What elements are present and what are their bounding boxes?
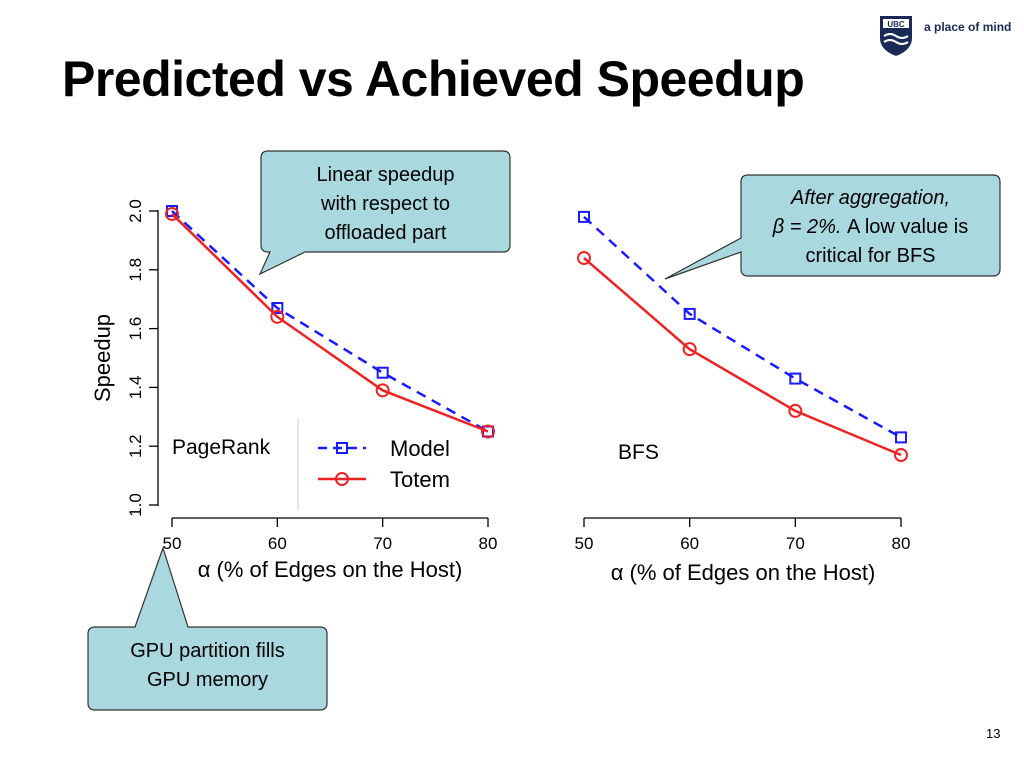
legend-model-label: Model: [390, 436, 450, 461]
callout-linear: Linear speedup with respect to offloaded…: [261, 161, 510, 248]
bfs-x-tick-label: 60: [680, 534, 699, 553]
bfs-model-point: [578, 210, 590, 223]
bfs-model-point: [895, 431, 907, 444]
legend-totem-marker: [335, 472, 349, 486]
callout-linear-line: offloaded part: [324, 222, 447, 244]
bfs-totem-point: [894, 448, 908, 463]
callout-linear-shape: [258, 150, 511, 276]
callout-aggregation-line: β = 2%. A low value is: [741, 213, 1000, 242]
beta-value: β = 2%.: [772, 216, 842, 238]
callout-gpu-shape: [87, 546, 328, 711]
ubc-crest-icon: UBC: [880, 16, 912, 56]
pagerank-x-tick-label: 80: [479, 534, 498, 553]
bfs-panel-label: BFS: [618, 441, 659, 464]
pagerank-plot: 50 60 70 80 1.0 1.2 1.4 1.6 1.8 2.0: [126, 199, 497, 553]
callout-aggregation: After aggregation, β = 2%. A low value i…: [741, 184, 1000, 271]
pagerank-y-title: Speedup: [90, 314, 115, 402]
ubc-logo: UBC a place of mind: [876, 14, 1016, 58]
pagerank-x-tick-label: 70: [373, 534, 392, 553]
bfs-x-tick-label: 70: [786, 534, 805, 553]
callout-aggregation-shape: [664, 174, 1001, 280]
pagerank-totem-point: [481, 424, 495, 439]
bfs-totem-line: [583, 257, 902, 457]
bfs-totem-point: [788, 403, 803, 418]
pagerank-y-tick-label: 1.2: [126, 434, 145, 458]
pagerank-y-tick-label: 1.4: [126, 376, 145, 400]
pagerank-y-tick-label: 1.6: [126, 317, 145, 341]
pagerank-totem-point: [165, 206, 179, 221]
pagerank-x-title: α (% of Edges on the Host): [198, 557, 463, 582]
pagerank-model-point: [271, 302, 284, 315]
pagerank-x-tick-label: 50: [163, 534, 182, 553]
pagerank-model-point: [376, 366, 389, 379]
pagerank-y-tick-label: 1.8: [126, 258, 145, 282]
callout-linear-line: Linear speedup: [316, 164, 455, 186]
pagerank-model-line: [171, 210, 489, 433]
callout-aggregation-line: After aggregation,: [791, 187, 950, 209]
callout-aggregation-line: critical for BFS: [805, 245, 936, 267]
logo-tagline: a place of mind: [924, 20, 1012, 34]
pagerank-totem-point: [270, 309, 285, 324]
pagerank-totem-point: [375, 383, 390, 398]
callout-gpu-line: GPU partition fills: [130, 640, 285, 662]
bfs-model-point: [683, 307, 696, 320]
callout-gpu-line: GPU memory: [146, 669, 269, 691]
bfs-x-title: α (% of Edges on the Host): [611, 560, 876, 585]
callout-linear-line: with respect to: [321, 193, 450, 215]
pagerank-totem-line: [171, 213, 489, 433]
bfs-totem-point: [577, 251, 591, 266]
pagerank-y-tick-label: 2.0: [126, 199, 145, 223]
pagerank-panel-label: PageRank: [172, 436, 271, 459]
bfs-model-line: [583, 215, 902, 439]
pagerank-x-tick-label: 60: [268, 534, 287, 553]
bfs-x-tick-label: 50: [575, 534, 594, 553]
slide-title: Predicted vs Achieved Speedup: [62, 51, 805, 107]
page-number: 13: [986, 726, 1001, 741]
bfs-x-tick-label: 80: [892, 534, 911, 553]
legend-model-marker: [336, 442, 348, 454]
bfs-totem-point: [682, 342, 697, 357]
ubc-crest-letters: UBC: [887, 20, 905, 29]
callout-gpu: GPU partition fills GPU memory: [88, 637, 327, 695]
pagerank-y-tick-label: 1.0: [126, 493, 145, 517]
callout-aggregation-rest: A low value is: [841, 216, 969, 238]
legend-totem-label: Totem: [390, 467, 450, 492]
bfs-plot: 50 60 70 80: [575, 210, 911, 553]
bfs-model-point: [789, 372, 802, 385]
